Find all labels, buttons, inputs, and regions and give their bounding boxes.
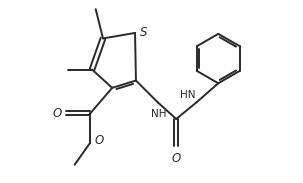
- Text: NH: NH: [151, 109, 167, 119]
- Text: O: O: [53, 107, 62, 120]
- Text: O: O: [171, 152, 181, 165]
- Text: HN: HN: [180, 90, 195, 100]
- Text: S: S: [140, 25, 147, 39]
- Text: O: O: [95, 134, 104, 147]
